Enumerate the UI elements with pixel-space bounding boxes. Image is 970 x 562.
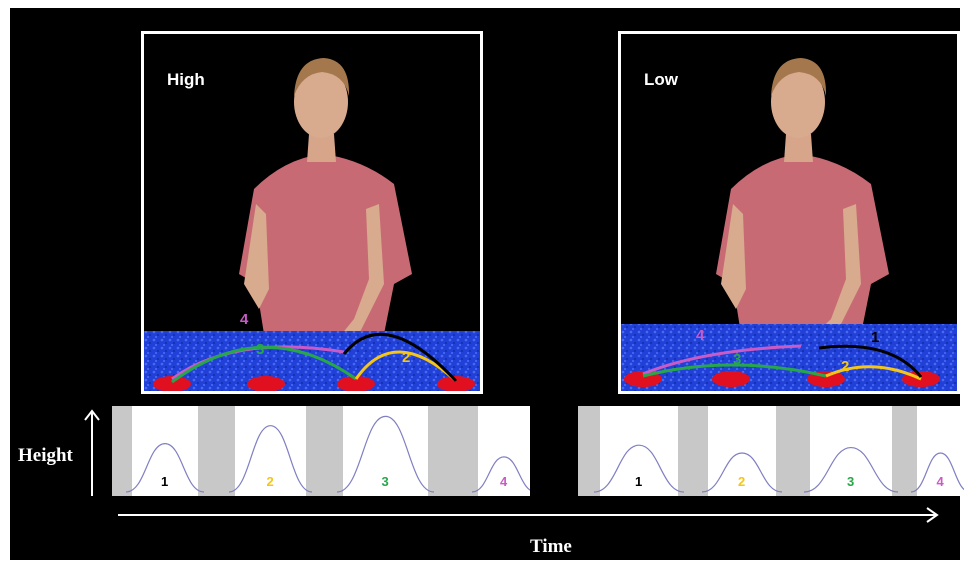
- pause-band: [892, 406, 917, 496]
- high-height-trace: 1 2 3 4: [112, 406, 530, 496]
- trajectory-4: [642, 344, 802, 376]
- person-arm-right: [244, 204, 269, 309]
- trajectory-label-3: 3: [256, 341, 264, 358]
- segment-label-2: 2: [738, 474, 745, 489]
- pause-band: [428, 406, 478, 496]
- person-neck: [307, 134, 336, 162]
- trajectory-2: [825, 365, 922, 381]
- low-height-trace: 1 2 3 4: [578, 406, 964, 496]
- segment-label-3: 3: [382, 474, 389, 489]
- segment-label-1: 1: [161, 474, 168, 489]
- pause-band: [306, 406, 343, 496]
- target-3: [337, 376, 375, 391]
- trajectory-1: [818, 344, 923, 378]
- segment-label-3: 3: [847, 474, 854, 489]
- high-condition-frame: 4 3 2 1 High: [141, 31, 483, 394]
- high-label: High: [167, 70, 205, 89]
- trajectory-label-1: 1: [394, 301, 402, 318]
- low-condition-frame: 4 3 2 1 Low: [618, 31, 960, 394]
- trajectory-1: [342, 332, 458, 383]
- trajectory-2: [354, 350, 458, 383]
- trajectory-label-4: 4: [240, 311, 249, 328]
- person-arm-pointing: [809, 204, 861, 346]
- pause-band: [112, 406, 132, 496]
- x-axis-label: Time: [530, 536, 572, 557]
- trajectory-label-1: 1: [871, 329, 879, 346]
- y-axis-arrow: [84, 409, 100, 496]
- low-scene: 4 3 2 1: [621, 58, 957, 391]
- pause-band: [678, 406, 708, 496]
- table-surface: [144, 331, 480, 391]
- x-axis-arrow: [118, 507, 939, 523]
- person-neck: [784, 134, 813, 162]
- low-height-plot: 1 2 3 4: [578, 406, 964, 496]
- trajectory-label-4: 4: [696, 327, 705, 344]
- trajectory-3: [171, 345, 357, 384]
- person-arm-right: [721, 204, 746, 309]
- low-label: Low: [644, 70, 678, 89]
- person-hair: [294, 58, 350, 96]
- target-2: [712, 371, 750, 387]
- trajectory-label-2: 2: [402, 349, 410, 366]
- person-arm-pointing: [332, 204, 384, 352]
- trajectory-3: [642, 363, 827, 378]
- high-height-plot: 1 2 3 4: [112, 406, 530, 496]
- y-axis-label: Height: [18, 445, 73, 466]
- height-trace-line: [593, 444, 964, 493]
- pause-band: [198, 406, 235, 496]
- segment-label-2: 2: [267, 474, 274, 489]
- figure-canvas: 4 3 2 1 High: [10, 8, 964, 560]
- segment-label-4: 4: [500, 474, 508, 489]
- segment-label-1: 1: [635, 474, 642, 489]
- pause-band: [776, 406, 810, 496]
- trajectory-label-2: 2: [841, 358, 849, 375]
- target-2: [247, 376, 285, 391]
- person-head: [294, 66, 348, 138]
- target-1: [153, 376, 191, 391]
- height-trace-line: [125, 415, 530, 493]
- high-scene: 4 3 2 1: [144, 58, 480, 391]
- segment-label-4: 4: [937, 474, 945, 489]
- person-hair: [771, 58, 827, 96]
- person-head: [771, 66, 825, 138]
- trajectory-label-3: 3: [733, 351, 741, 368]
- target-4: [437, 376, 475, 391]
- pause-band: [578, 406, 600, 496]
- table-surface: [621, 324, 957, 391]
